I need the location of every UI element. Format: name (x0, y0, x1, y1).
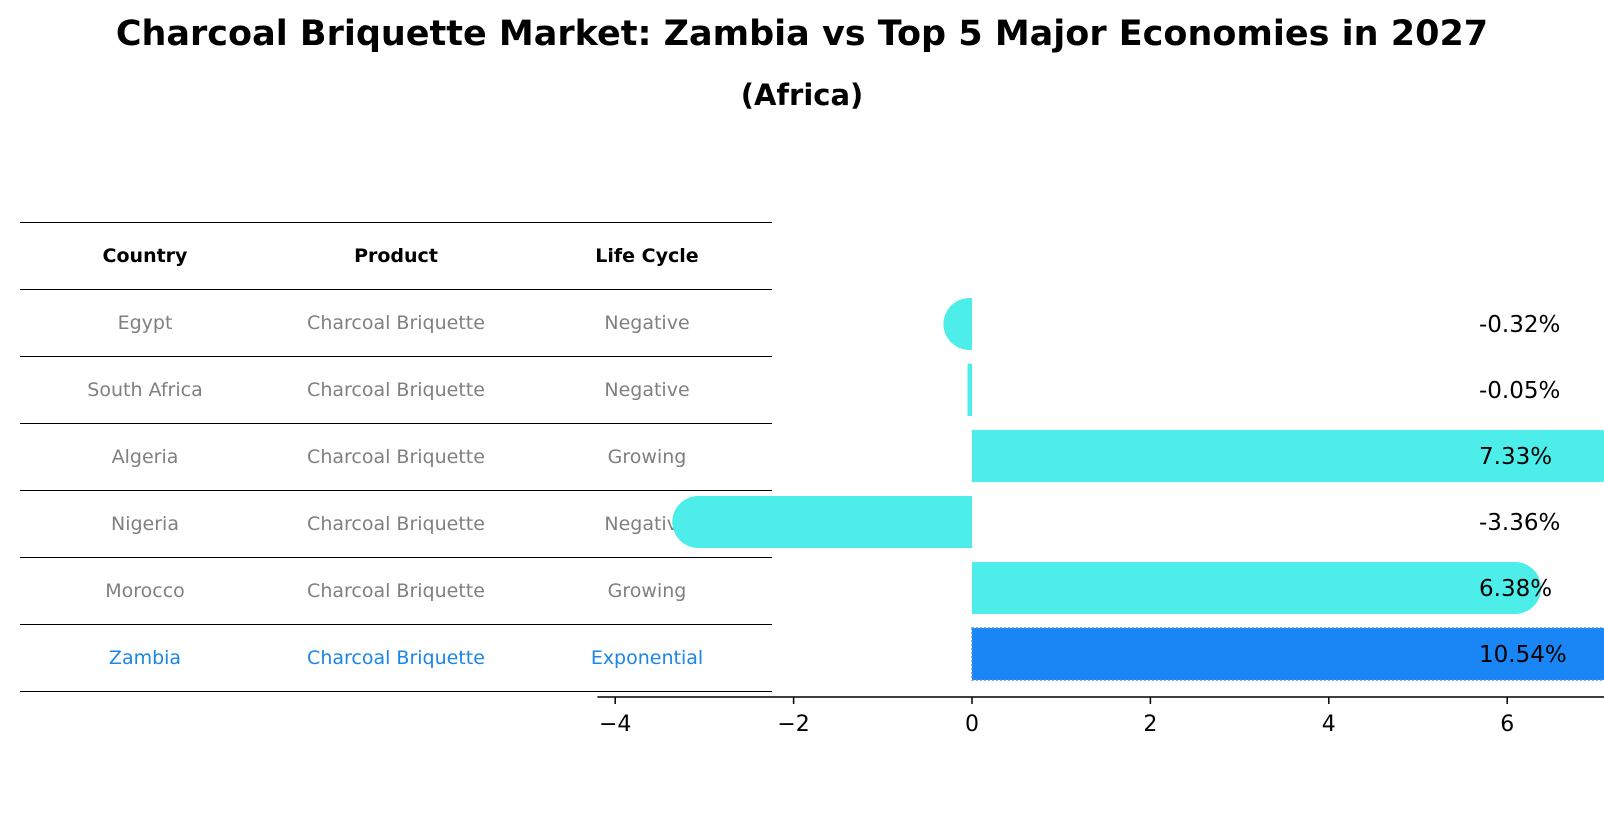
bar-south-africa (967, 364, 972, 416)
bar-algeria (972, 430, 1604, 482)
table-row: Egypt Charcoal Briquette Negative (20, 290, 772, 357)
bar-zambia (971, 627, 1604, 681)
life-cycle-cell: Exponential (590, 647, 704, 669)
product-cell: Charcoal Briquette (307, 647, 485, 669)
table-row-highlight: Zambia Charcoal Briquette Exponential (20, 625, 772, 692)
value-label: 10.54% (1479, 642, 1567, 668)
product-cell: Charcoal Briquette (307, 379, 485, 401)
x-axis: −4−20246810 (597, 696, 1604, 737)
x-tick-label: 2 (1143, 712, 1157, 737)
header-life-cycle: Life Cycle (595, 245, 699, 267)
life-cycle-cell: Negative (604, 312, 690, 334)
bar-nigeria (672, 496, 972, 548)
x-tick-label: −4 (599, 712, 631, 737)
value-labels: -0.32% -0.05% 7.33% -3.36% 6.38% 10.54% (1479, 312, 1567, 668)
life-cycle-cell: Negative (604, 379, 690, 401)
bar-morocco (972, 562, 1542, 614)
bars-group (672, 298, 1604, 681)
market-table: Country Product Life Cycle Egypt Charcoa… (20, 222, 772, 692)
life-cycle-cell: Growing (607, 446, 687, 468)
chart-title: Charcoal Briquette Market: Zambia vs Top… (115, 14, 1489, 54)
table-row: Morocco Charcoal Briquette Growing (20, 558, 772, 625)
value-label: 6.38% (1479, 576, 1552, 602)
country-cell: Morocco (105, 580, 185, 602)
country-cell: Algeria (111, 446, 179, 468)
life-cycle-cell: Negative (604, 513, 690, 535)
table-row: Algeria Charcoal Briquette Growing (20, 424, 772, 491)
product-cell: Charcoal Briquette (307, 513, 485, 535)
table-row: South Africa Charcoal Briquette Negative (20, 357, 772, 424)
product-cell: Charcoal Briquette (307, 312, 485, 334)
chart-subtitle: (Africa) (740, 78, 864, 112)
bar-egypt (943, 298, 972, 350)
table-header-row: Country Product Life Cycle (20, 222, 772, 290)
header-country: Country (102, 245, 188, 267)
value-label: 7.33% (1479, 444, 1552, 470)
table-row: Nigeria Charcoal Briquette Negative (20, 491, 772, 558)
product-cell: Charcoal Briquette (307, 580, 485, 602)
country-cell: Egypt (117, 312, 173, 334)
product-cell: Charcoal Briquette (307, 446, 485, 468)
x-tick-label: 0 (965, 712, 979, 737)
x-tick-label: 6 (1500, 712, 1514, 737)
value-label: -3.36% (1479, 510, 1560, 536)
x-tick-label: 4 (1322, 712, 1336, 737)
country-cell: South Africa (87, 379, 203, 401)
country-cell: Zambia (108, 647, 182, 669)
country-cell: Nigeria (111, 513, 179, 535)
value-label: -0.05% (1479, 378, 1560, 404)
x-tick-label: −2 (777, 712, 809, 737)
value-label: -0.32% (1479, 312, 1560, 338)
life-cycle-cell: Growing (607, 580, 687, 602)
header-product: Product (354, 245, 438, 267)
